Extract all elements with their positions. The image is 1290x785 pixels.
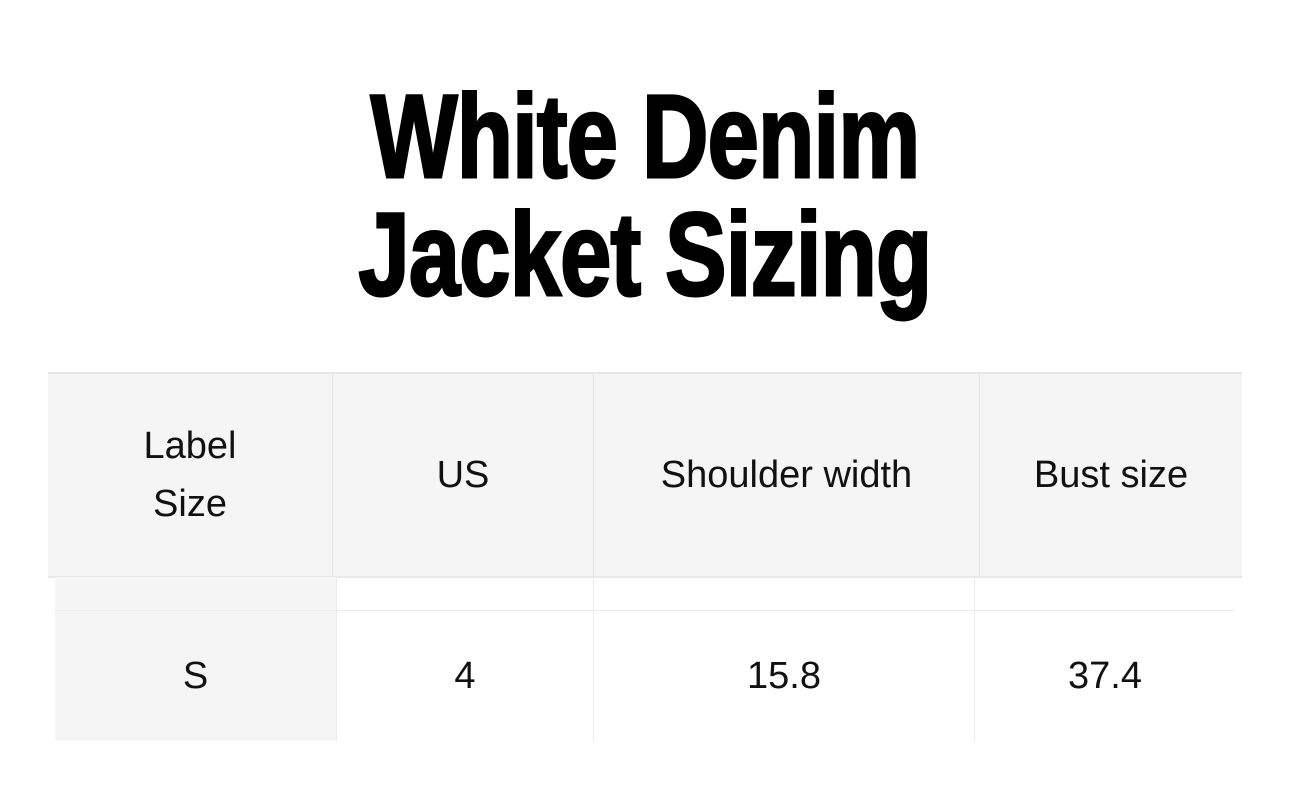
cell-text: 15.8: [747, 655, 821, 697]
cell-text: 37.4: [1068, 655, 1142, 697]
header-bust-size: Bust size: [1033, 454, 1189, 496]
title-line-2: Jacket Sizing: [357, 189, 933, 321]
cell-label-size: S: [55, 577, 337, 741]
table-header-row: Label Size US Shoulder width Bust size: [48, 372, 1242, 578]
cell-text: 4: [454, 655, 476, 697]
header-us: US: [333, 374, 594, 576]
page-title: White Denim Jacket Sizing: [0, 71, 1290, 321]
cell-bust-size: 37.4: [975, 577, 1235, 741]
header-label-size: Label Size: [48, 374, 333, 576]
table-row: S 4 15.8 37.4: [55, 577, 1235, 741]
header-text: Size: [153, 483, 227, 525]
title-line-1: White Denim: [369, 71, 921, 203]
cell-shoulder-width: 15.8: [594, 577, 975, 741]
header-shoulder-width: Shoulder width: [594, 374, 980, 576]
cell-text: S: [182, 655, 209, 697]
header-text: Label: [143, 425, 237, 467]
cell-us: 4: [337, 577, 594, 741]
